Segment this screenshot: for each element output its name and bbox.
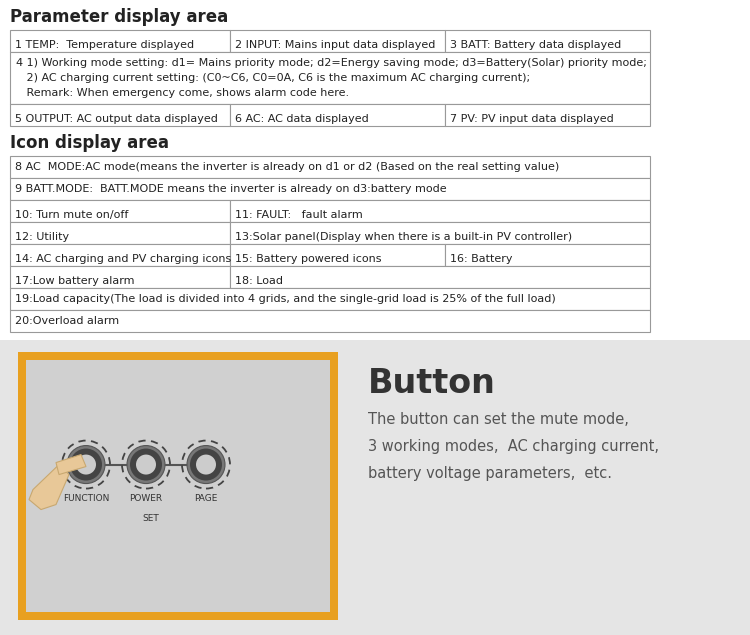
Text: POWER: POWER [130, 493, 163, 502]
Bar [10, 310, 650, 332]
Bar [230, 30, 445, 52]
Text: 11: FAULT:   fault alarm: 11: FAULT: fault alarm [235, 210, 363, 220]
Bar [10, 222, 230, 244]
Bar [230, 222, 650, 244]
Text: 2 INPUT: Mains input data displayed: 2 INPUT: Mains input data displayed [235, 40, 435, 50]
Bar [10, 288, 650, 310]
Text: The button can set the mute mode,
3 working modes,  AC charging current,
battery: The button can set the mute mode, 3 work… [368, 412, 659, 481]
Bar [18, 352, 338, 620]
Polygon shape [56, 455, 86, 474]
Text: 17:Low battery alarm: 17:Low battery alarm [15, 276, 134, 286]
Bar [0, 340, 750, 635]
Bar [10, 156, 650, 178]
Circle shape [70, 448, 102, 481]
Bar [10, 52, 650, 104]
Circle shape [136, 455, 156, 474]
Circle shape [67, 446, 105, 484]
Text: 3 BATT: Battery data displayed: 3 BATT: Battery data displayed [450, 40, 621, 50]
Text: 4 1) Working mode setting: d1= Mains priority mode; d2=Energy saving mode; d3=Ba: 4 1) Working mode setting: d1= Mains pri… [16, 58, 646, 98]
Circle shape [190, 448, 222, 481]
Bar [445, 104, 650, 126]
Text: 20:Overload alarm: 20:Overload alarm [15, 316, 119, 326]
Bar [10, 266, 230, 288]
Circle shape [76, 455, 96, 474]
Bar [10, 30, 230, 52]
Bar [230, 244, 445, 266]
Text: Parameter display area: Parameter display area [10, 8, 228, 26]
Text: SET: SET [142, 514, 159, 523]
Bar [10, 200, 230, 222]
Circle shape [127, 446, 165, 484]
Text: PAGE: PAGE [194, 493, 217, 502]
Text: 8 AC  MODE:AC mode(means the inverter is already on d1 or d2 (Based on the real : 8 AC MODE:AC mode(means the inverter is … [15, 162, 560, 172]
Text: 16: Battery: 16: Battery [450, 254, 512, 264]
Polygon shape [29, 465, 69, 509]
Text: 13:Solar panel(Display when there is a built-in PV controller): 13:Solar panel(Display when there is a b… [235, 232, 572, 242]
Text: 5 OUTPUT: AC output data displayed: 5 OUTPUT: AC output data displayed [15, 114, 217, 124]
Bar [10, 178, 650, 200]
Text: 9 BATT.MODE:  BATT.MODE means the inverter is already on d3:battery mode: 9 BATT.MODE: BATT.MODE means the inverte… [15, 184, 447, 194]
Text: 15: Battery powered icons: 15: Battery powered icons [235, 254, 382, 264]
Bar [445, 244, 650, 266]
Bar [230, 266, 650, 288]
Bar [78, 491, 223, 512]
Bar [10, 244, 230, 266]
Bar [10, 104, 230, 126]
Text: 7 PV: PV input data displayed: 7 PV: PV input data displayed [450, 114, 614, 124]
Text: 19:Load capacity(The load is divided into 4 grids, and the single-grid load is 2: 19:Load capacity(The load is divided int… [15, 294, 556, 304]
Bar [26, 360, 330, 612]
Text: Button: Button [368, 367, 496, 400]
Text: 14: AC charging and PV charging icons: 14: AC charging and PV charging icons [15, 254, 231, 264]
Circle shape [130, 448, 162, 481]
Text: FUNCTION: FUNCTION [63, 493, 110, 502]
Circle shape [196, 455, 216, 474]
Bar [230, 200, 650, 222]
Bar [230, 104, 445, 126]
Bar [445, 30, 650, 52]
Text: 18: Load: 18: Load [235, 276, 283, 286]
Text: 12: Utility: 12: Utility [15, 232, 69, 242]
Circle shape [187, 446, 225, 484]
Text: 6 AC: AC data displayed: 6 AC: AC data displayed [235, 114, 369, 124]
Text: 10: Turn mute on/off: 10: Turn mute on/off [15, 210, 128, 220]
Text: 1 TEMP:  Temperature displayed: 1 TEMP: Temperature displayed [15, 40, 194, 50]
Text: Icon display area: Icon display area [10, 134, 169, 152]
